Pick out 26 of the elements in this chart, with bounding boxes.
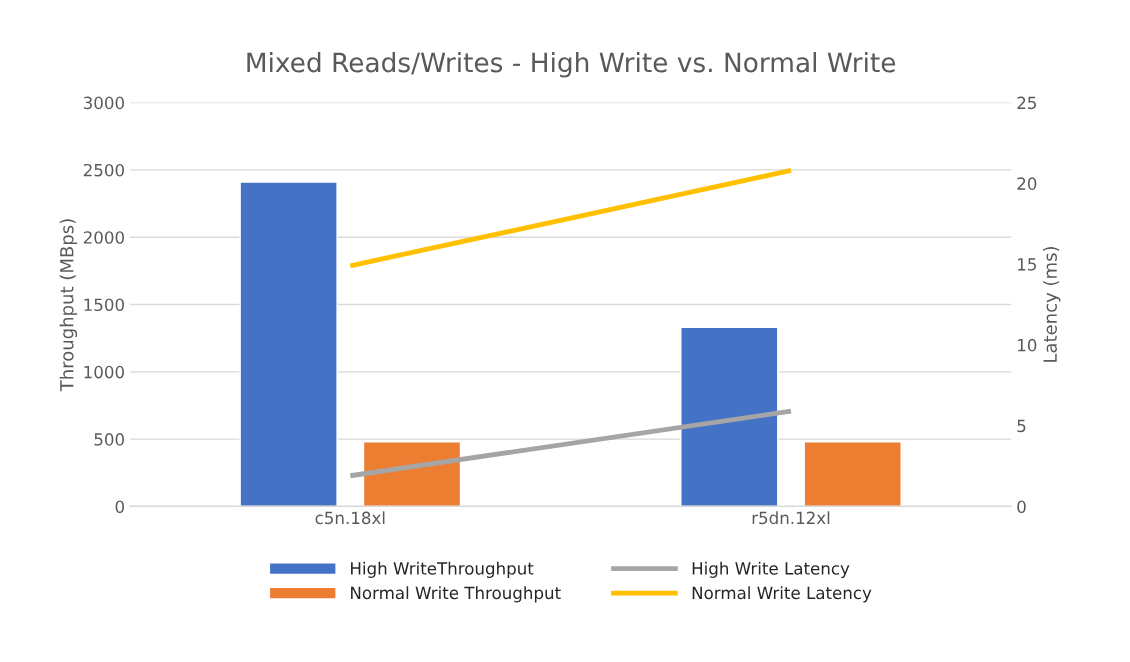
y-axis-title: Throughput (MBps)	[59, 219, 78, 392]
legend-label: Normal Write Throughput	[351, 586, 561, 603]
y2-tick-label: 5	[1017, 419, 1026, 433]
y-tick-label: 500	[94, 433, 124, 446]
bar	[680, 326, 779, 507]
chart-title: Mixed Reads/Writes - High Write vs. Normal Write	[247, 52, 896, 78]
y2-axis-title: Latency (ms)	[1042, 246, 1061, 362]
y-tick-label: 1000	[84, 365, 124, 379]
legend-label: High Write Latency	[692, 561, 850, 578]
bar	[239, 181, 338, 507]
y-tick-label: 2000	[83, 231, 124, 244]
x-tick-label: r5dn.12xl	[752, 511, 830, 525]
bar	[803, 441, 902, 507]
y-tick-label: 2500	[83, 163, 124, 177]
y2-tick-label: 25	[1017, 96, 1036, 110]
bar	[362, 441, 462, 507]
x-tick-label: c5n.18xl	[315, 511, 385, 525]
legend-label: Normal Write Latency	[692, 586, 872, 603]
y2-tick-label: 20	[1017, 177, 1037, 190]
y-tick-label: 3000	[83, 96, 124, 110]
legend-label: High WriteThroughput	[351, 561, 534, 578]
y2-tick-label: 0	[1017, 500, 1026, 513]
y2-tick-label: 10	[1018, 338, 1037, 352]
y-tick-label: 0	[115, 500, 124, 513]
y-tick-label: 1500	[84, 298, 124, 312]
y2-tick-label: 15	[1018, 258, 1036, 271]
